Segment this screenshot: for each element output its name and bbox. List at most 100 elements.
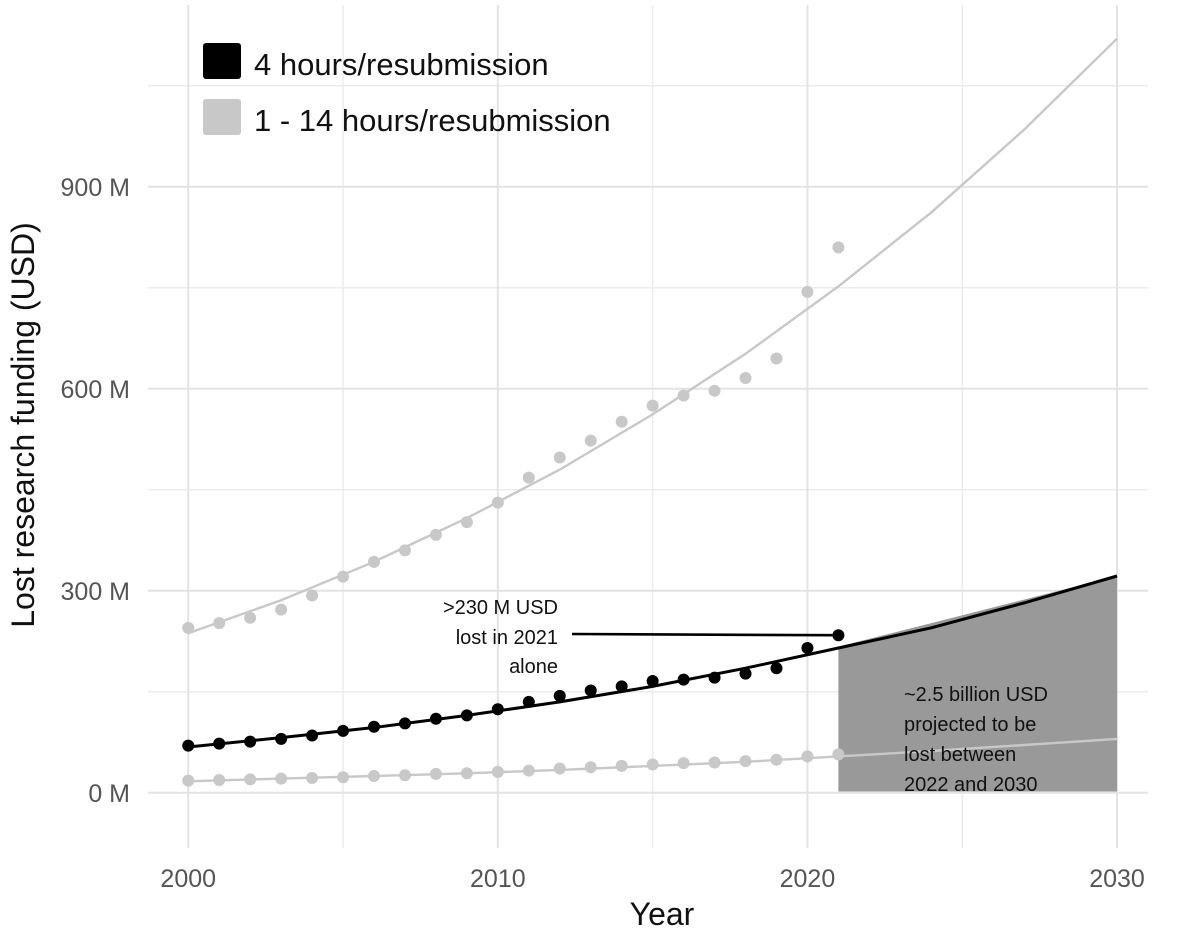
- data-point: [398, 717, 411, 730]
- data-point: [368, 769, 381, 782]
- data-point: [337, 771, 350, 784]
- data-points: [182, 241, 845, 787]
- data-point: [275, 603, 288, 616]
- data-point: [275, 732, 288, 745]
- y-tick-label: 300 M: [61, 578, 130, 606]
- data-point: [182, 621, 195, 634]
- data-point: [553, 451, 566, 464]
- x-tick-label: 2030: [1089, 865, 1145, 893]
- data-point: [368, 720, 381, 733]
- data-point: [708, 384, 721, 397]
- data-point: [832, 241, 845, 254]
- data-point: [213, 737, 226, 750]
- data-point: [429, 712, 442, 725]
- y-axis-title: Lost research funding (USD): [5, 222, 41, 628]
- data-point: [306, 729, 319, 742]
- data-point: [337, 724, 350, 737]
- data-point: [553, 689, 566, 702]
- y-axis-tick-labels: 0 M 300 M 600 M 900 M: [61, 174, 130, 808]
- x-tick-label: 2010: [470, 865, 526, 893]
- x-axis-tick-labels: 2000 2010 2020 2030: [160, 865, 1144, 893]
- data-point: [244, 773, 257, 786]
- data-point: [460, 709, 473, 722]
- data-point: [770, 753, 783, 766]
- data-point: [739, 372, 752, 385]
- data-point: [677, 757, 690, 770]
- data-point: [182, 739, 195, 752]
- major-gridlines: [148, 5, 1148, 848]
- data-point: [646, 675, 659, 688]
- data-point: [398, 544, 411, 557]
- projection-area-layer: [838, 575, 1118, 792]
- data-point: [801, 285, 814, 298]
- data-point: [460, 516, 473, 529]
- data-point: [429, 528, 442, 541]
- x-tick-label: 2000: [160, 865, 216, 893]
- data-point: [615, 759, 628, 772]
- data-point: [522, 764, 535, 777]
- data-point: [213, 617, 226, 630]
- annotation-line: lost in 2021: [456, 627, 558, 649]
- data-point: [182, 774, 195, 787]
- data-point: [244, 611, 257, 624]
- data-point: [368, 555, 381, 568]
- data-point: [213, 773, 226, 786]
- legend-label: 4 hours/resubmission: [254, 47, 549, 82]
- data-point: [584, 761, 597, 774]
- data-point: [522, 695, 535, 708]
- data-point: [615, 680, 628, 693]
- data-point: [398, 769, 411, 782]
- projection-area: [838, 575, 1118, 792]
- data-point: [677, 389, 690, 402]
- data-point: [832, 748, 845, 761]
- data-point: [306, 771, 319, 784]
- annotation-line: ~2.5 billion USD: [904, 684, 1048, 706]
- data-point: [491, 765, 504, 778]
- data-point: [306, 589, 319, 602]
- data-point: [615, 415, 628, 428]
- data-point: [460, 767, 473, 780]
- y-tick-label: 900 M: [61, 174, 130, 202]
- data-point: [801, 750, 814, 763]
- annotation-2021-loss: >230 M USD lost in 2021 alone: [443, 597, 833, 678]
- data-point: [522, 471, 535, 484]
- annotation-line: projected to be: [904, 714, 1036, 736]
- minor-gridlines: [148, 5, 1148, 848]
- data-point: [584, 434, 597, 447]
- data-point: [429, 767, 442, 780]
- legend-swatch-gray: [203, 99, 241, 135]
- data-point: [337, 570, 350, 583]
- data-point: [646, 758, 659, 771]
- data-point: [770, 662, 783, 675]
- data-point: [491, 703, 504, 716]
- data-point: [553, 762, 566, 775]
- annotation-line: 2022 and 2030: [904, 774, 1037, 796]
- annotation-line: lost between: [904, 744, 1016, 766]
- data-point: [832, 629, 845, 642]
- annotation-line: alone: [509, 656, 558, 678]
- annotation-line: >230 M USD: [443, 597, 558, 619]
- data-point: [244, 735, 257, 748]
- data-point: [770, 352, 783, 365]
- annotation-arrow: [571, 632, 833, 637]
- legend: 4 hours/resubmission 1 - 14 hours/resubm…: [203, 43, 611, 138]
- x-axis-title: Year: [630, 896, 695, 931]
- data-point: [801, 642, 814, 655]
- data-point: [677, 673, 690, 686]
- y-tick-label: 0 M: [88, 780, 130, 808]
- data-point: [739, 755, 752, 768]
- x-tick-label: 2020: [780, 865, 836, 893]
- y-tick-label: 600 M: [61, 376, 130, 404]
- legend-item: 4 hours/resubmission: [203, 43, 549, 82]
- legend-item: 1 - 14 hours/resubmission: [203, 99, 611, 138]
- data-point: [708, 671, 721, 684]
- data-point: [584, 684, 597, 697]
- data-point: [739, 667, 752, 680]
- legend-swatch-black: [203, 43, 241, 79]
- data-point: [491, 496, 504, 509]
- data-point: [275, 772, 288, 785]
- legend-label: 1 - 14 hours/resubmission: [254, 103, 611, 138]
- annotation-projection: ~2.5 billion USD projected to be lost be…: [904, 684, 1048, 796]
- data-point: [646, 399, 659, 412]
